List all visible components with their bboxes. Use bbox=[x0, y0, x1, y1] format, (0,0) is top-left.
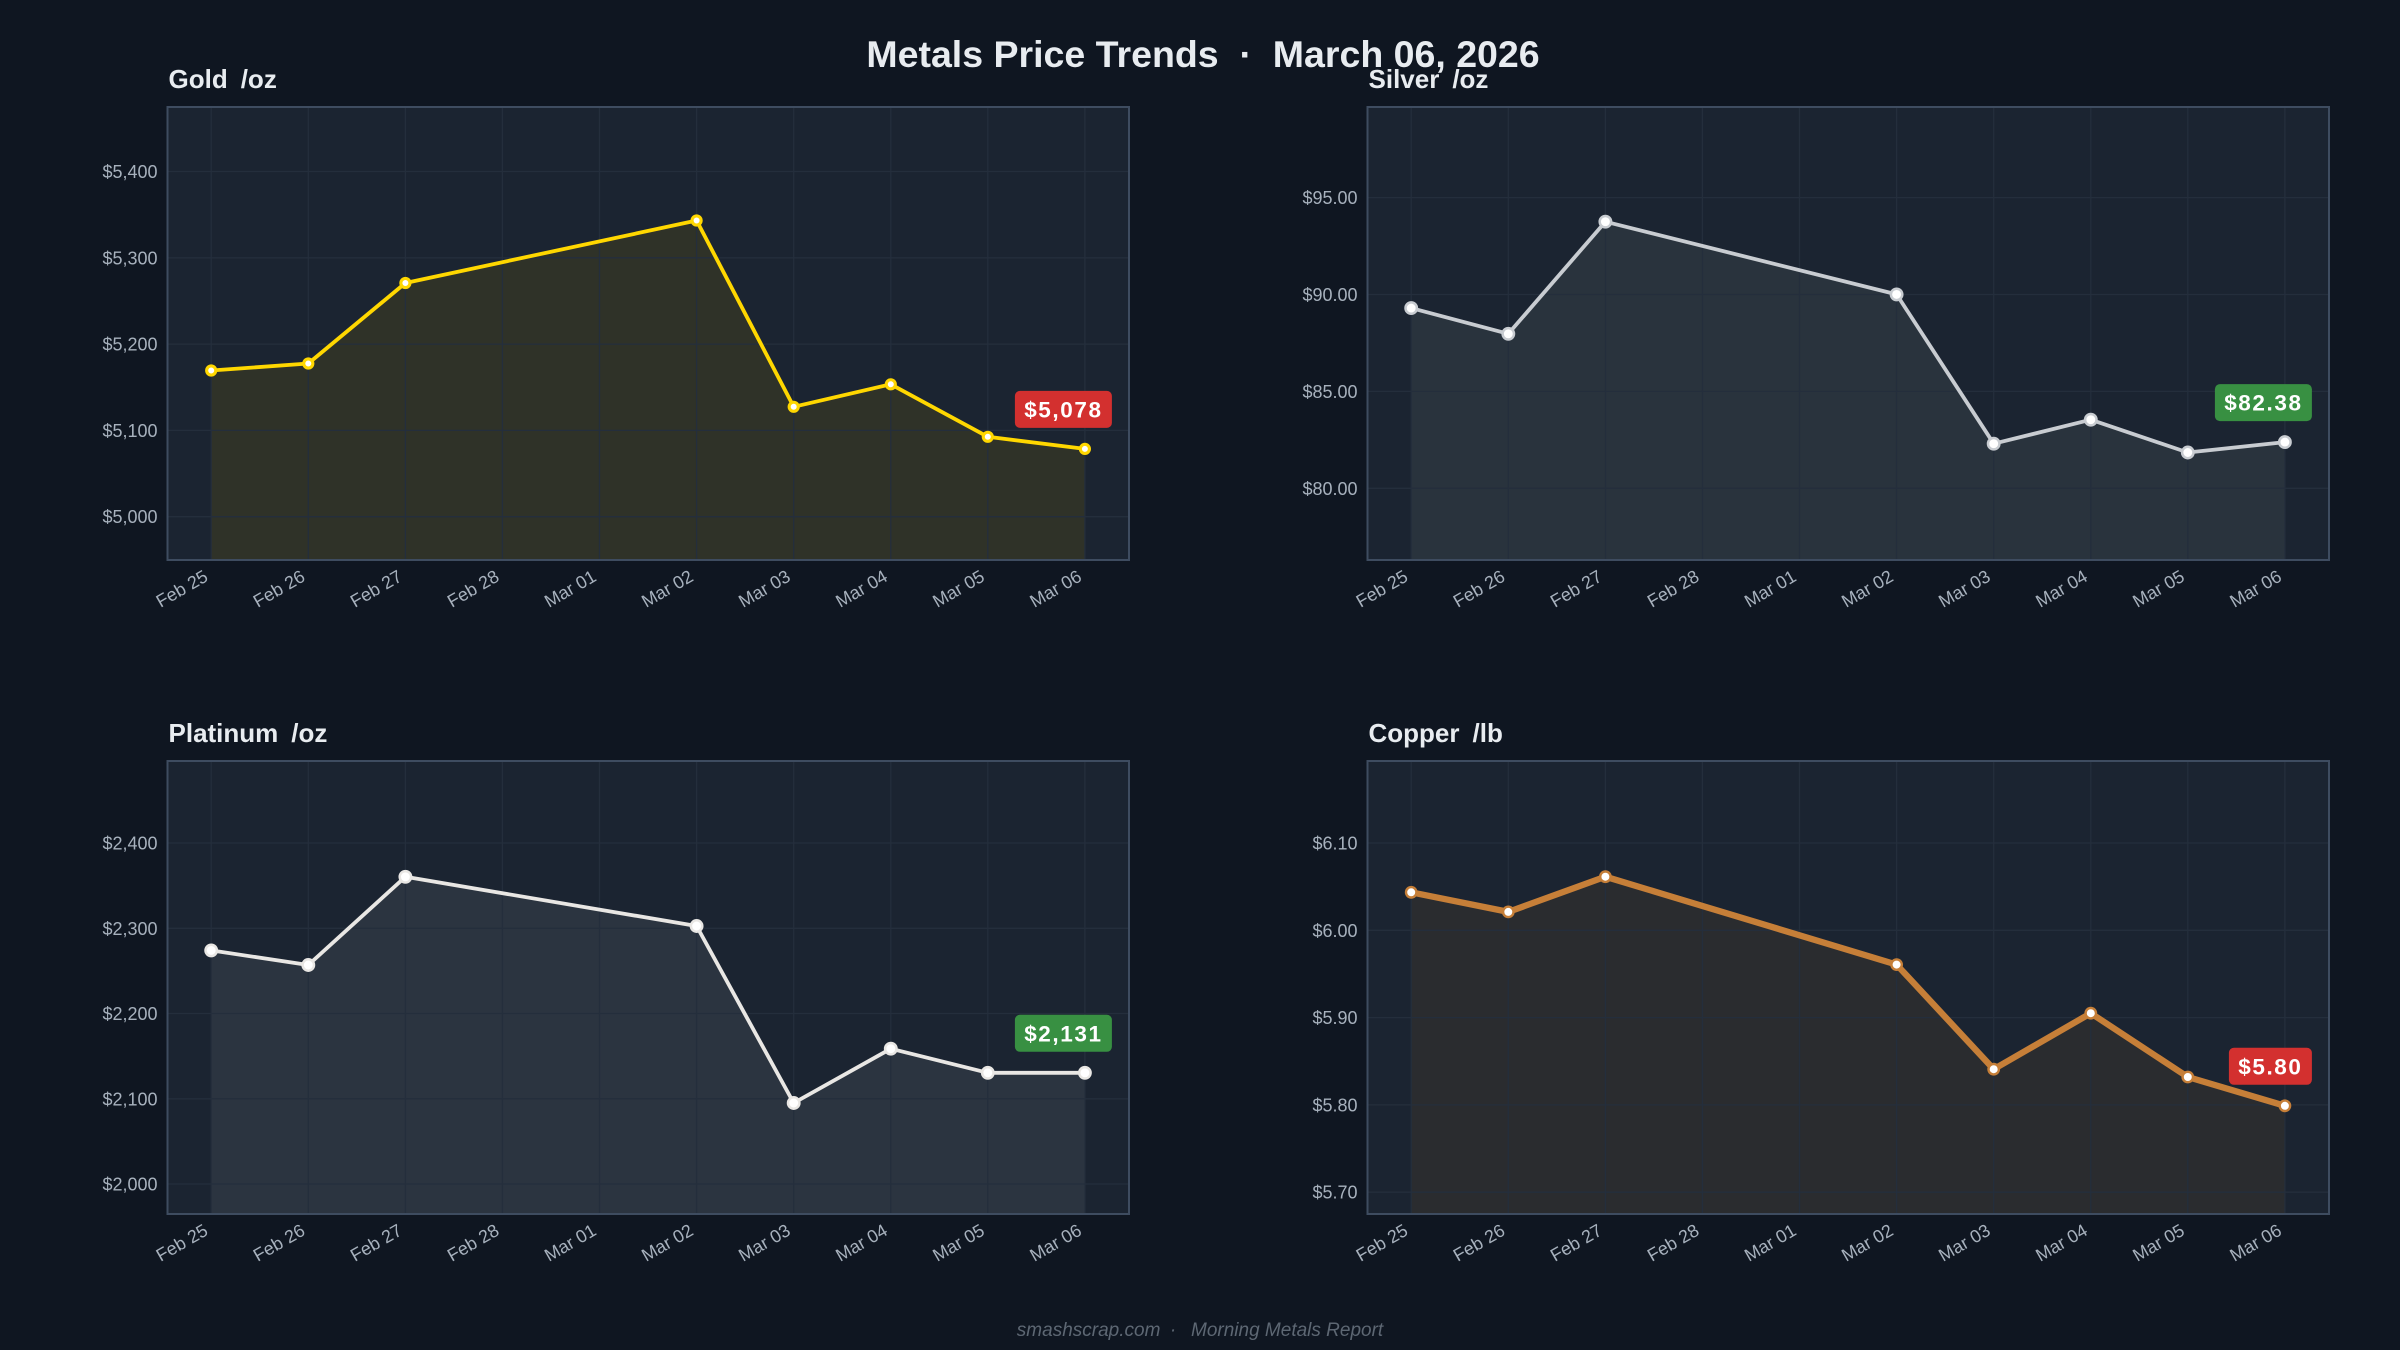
svg-text:Silver /oz: Silver /oz bbox=[1369, 64, 1489, 94]
svg-text:$5.90: $5.90 bbox=[1312, 1008, 1357, 1028]
svg-text:$6.00: $6.00 bbox=[1312, 921, 1357, 941]
svg-text:$6.10: $6.10 bbox=[1312, 834, 1357, 854]
svg-text:$82.38: $82.38 bbox=[2224, 391, 2302, 416]
svg-text:$5,078: $5,078 bbox=[1024, 397, 1102, 422]
svg-text:$85.00: $85.00 bbox=[1302, 382, 1357, 402]
svg-text:Copper /lb: Copper /lb bbox=[1369, 718, 1503, 748]
svg-text:$2,200: $2,200 bbox=[102, 1004, 157, 1024]
svg-text:$2,100: $2,100 bbox=[102, 1089, 157, 1109]
svg-text:Metals Price Trends · March: Metals Price Trends · March 06, 2026 bbox=[866, 33, 1539, 75]
svg-text:$5.80: $5.80 bbox=[2238, 1054, 2302, 1079]
svg-text:$5,200: $5,200 bbox=[102, 335, 157, 355]
svg-text:$90.00: $90.00 bbox=[1302, 285, 1357, 305]
svg-text:$5,000: $5,000 bbox=[102, 507, 157, 527]
svg-text:$2,400: $2,400 bbox=[102, 834, 157, 854]
svg-text:$2,300: $2,300 bbox=[102, 919, 157, 939]
svg-text:$2,000: $2,000 bbox=[102, 1175, 157, 1195]
svg-text:$5.80: $5.80 bbox=[1312, 1095, 1357, 1115]
svg-text:$95.00: $95.00 bbox=[1302, 188, 1357, 208]
svg-text:Platinum /oz: Platinum /oz bbox=[169, 718, 328, 748]
svg-text:smashscrap.com · Morning Meta: smashscrap.com · Morning Metals Report bbox=[1017, 1320, 1384, 1341]
svg-text:$5,100: $5,100 bbox=[102, 421, 157, 441]
svg-text:$80.00: $80.00 bbox=[1302, 479, 1357, 499]
svg-text:$5,300: $5,300 bbox=[102, 248, 157, 268]
svg-text:$5,400: $5,400 bbox=[102, 162, 157, 182]
svg-text:$2,131: $2,131 bbox=[1024, 1021, 1102, 1046]
svg-text:$5.70: $5.70 bbox=[1312, 1183, 1357, 1203]
svg-text:Gold /oz: Gold /oz bbox=[169, 64, 277, 94]
